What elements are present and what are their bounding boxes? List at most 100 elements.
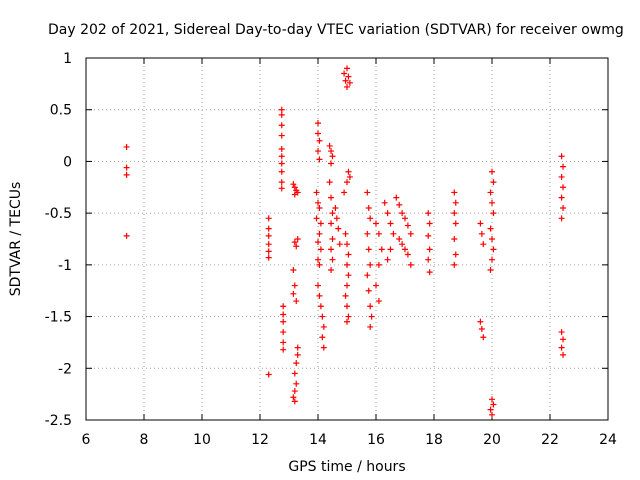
x-tick-label: 6 bbox=[82, 432, 91, 448]
data-point bbox=[451, 261, 458, 268]
data-point bbox=[490, 246, 497, 253]
data-point bbox=[278, 106, 285, 113]
data-point bbox=[558, 215, 565, 222]
data-point bbox=[558, 153, 565, 160]
data-point bbox=[345, 168, 352, 175]
data-point bbox=[364, 272, 371, 279]
data-point bbox=[487, 267, 494, 274]
data-point bbox=[425, 210, 432, 217]
data-point bbox=[316, 261, 323, 268]
data-point bbox=[426, 269, 433, 276]
data-point bbox=[426, 220, 433, 227]
data-point bbox=[316, 292, 323, 299]
data-point bbox=[365, 246, 372, 253]
data-point bbox=[344, 65, 350, 72]
data-point bbox=[333, 215, 340, 222]
grid-lines bbox=[86, 58, 608, 420]
data-point bbox=[280, 303, 287, 310]
data-point bbox=[341, 189, 348, 196]
data-point bbox=[402, 246, 408, 253]
data-point bbox=[345, 313, 352, 320]
data-point bbox=[489, 236, 495, 242]
y-tick-label: -1.5 bbox=[45, 310, 72, 326]
data-point bbox=[316, 204, 323, 211]
x-tick-label: 20 bbox=[483, 432, 501, 448]
data-point bbox=[328, 148, 335, 155]
data-point bbox=[344, 318, 350, 325]
data-point bbox=[329, 236, 336, 242]
data-point bbox=[280, 318, 287, 325]
data-point bbox=[293, 360, 300, 367]
data-point bbox=[477, 318, 484, 325]
data-point bbox=[278, 168, 285, 175]
data-point bbox=[384, 256, 391, 263]
data-point bbox=[387, 246, 394, 253]
data-point bbox=[280, 311, 287, 318]
data-point bbox=[315, 199, 321, 206]
data-point bbox=[319, 313, 326, 320]
data-point bbox=[378, 246, 385, 253]
data-point bbox=[265, 371, 272, 378]
data-point bbox=[344, 83, 350, 90]
data-point bbox=[291, 239, 298, 246]
data-point bbox=[328, 160, 335, 167]
data-point bbox=[390, 230, 397, 237]
data-point bbox=[560, 163, 567, 170]
data-point bbox=[291, 398, 298, 405]
data-point bbox=[278, 153, 285, 160]
data-point bbox=[294, 189, 301, 196]
data-point bbox=[560, 204, 567, 211]
data-point bbox=[344, 241, 350, 248]
data-point bbox=[387, 220, 394, 227]
data-point bbox=[402, 215, 408, 222]
data-point bbox=[478, 325, 485, 332]
data-point bbox=[558, 194, 565, 201]
data-markers bbox=[123, 65, 567, 418]
data-point bbox=[367, 215, 374, 222]
data-point bbox=[345, 251, 352, 258]
data-point bbox=[294, 236, 301, 242]
data-point bbox=[490, 210, 497, 217]
data-point bbox=[328, 267, 335, 274]
data-point bbox=[290, 394, 297, 401]
x-tick-label: 16 bbox=[367, 432, 385, 448]
data-point bbox=[452, 251, 459, 258]
data-point bbox=[365, 204, 372, 211]
y-axis-label: SDTVAR / TECUs bbox=[8, 182, 24, 297]
data-point bbox=[329, 256, 336, 263]
data-point bbox=[404, 222, 411, 229]
data-point bbox=[317, 220, 324, 227]
data-point bbox=[477, 220, 484, 227]
data-point bbox=[560, 351, 567, 358]
data-point bbox=[393, 194, 400, 201]
data-point bbox=[278, 132, 285, 139]
data-point bbox=[341, 70, 348, 77]
y-tick-label: 1 bbox=[63, 51, 72, 67]
data-point bbox=[320, 323, 327, 330]
data-point bbox=[313, 189, 320, 196]
y-tick-label: 0.5 bbox=[50, 103, 72, 119]
data-point bbox=[294, 344, 301, 351]
data-point bbox=[291, 370, 298, 377]
data-point bbox=[329, 153, 336, 160]
data-point bbox=[425, 232, 432, 239]
data-point bbox=[367, 323, 374, 330]
data-point bbox=[368, 313, 375, 320]
data-point bbox=[315, 256, 321, 263]
data-point bbox=[342, 292, 349, 299]
x-axis-label: GPS time / hours bbox=[288, 459, 405, 475]
data-point bbox=[291, 282, 298, 289]
data-point bbox=[280, 339, 287, 346]
data-point bbox=[320, 344, 327, 351]
y-tick-label: 0 bbox=[63, 154, 72, 170]
data-point bbox=[344, 261, 350, 268]
data-point bbox=[123, 232, 130, 239]
data-point bbox=[487, 189, 494, 196]
data-point bbox=[290, 181, 297, 188]
data-point bbox=[487, 406, 494, 413]
data-point bbox=[490, 401, 497, 408]
data-point bbox=[293, 298, 300, 305]
x-tick-label: 10 bbox=[193, 432, 211, 448]
data-point bbox=[278, 111, 285, 118]
data-point bbox=[558, 344, 565, 351]
